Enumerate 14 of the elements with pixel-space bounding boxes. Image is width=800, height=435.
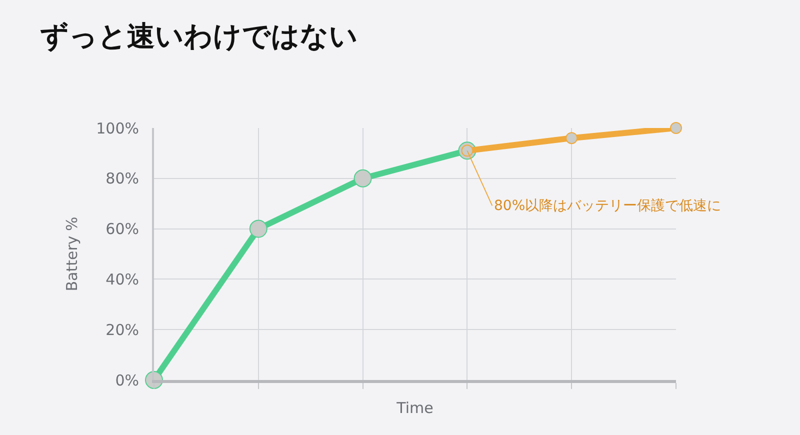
- y-tick-label: 100%: [96, 119, 139, 138]
- point: [354, 169, 372, 188]
- y-tick-label: 40%: [106, 270, 139, 288]
- y-axis-title: Battery %: [62, 216, 81, 292]
- point: [249, 220, 268, 238]
- annotation: 80%以降はバッテリー保護で低速に: [494, 198, 722, 214]
- point: [566, 132, 578, 144]
- chart-title: ずっと速いわけではない: [40, 20, 358, 53]
- point: [670, 122, 682, 134]
- y-tick-label: 0%: [115, 371, 139, 390]
- y-tick-label: 60%: [106, 220, 139, 238]
- y-tick-label: 20%: [106, 320, 139, 339]
- x-axis-title: Time: [396, 399, 434, 417]
- y-tick-label: 80%: [106, 170, 139, 188]
